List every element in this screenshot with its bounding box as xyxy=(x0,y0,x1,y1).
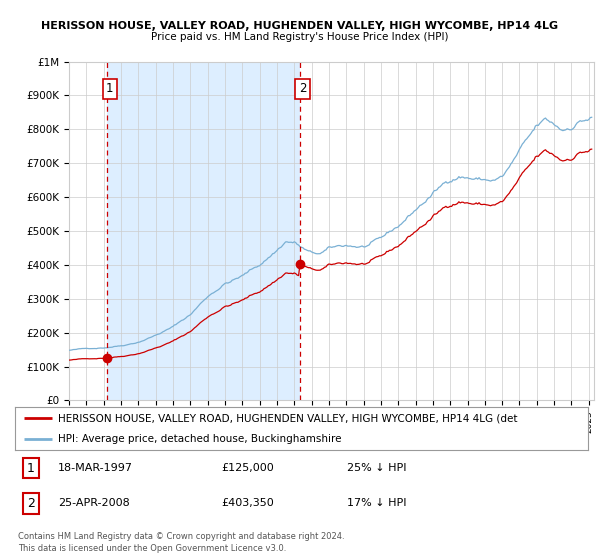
Text: 1: 1 xyxy=(106,82,113,95)
Text: 25% ↓ HPI: 25% ↓ HPI xyxy=(347,463,407,473)
Text: HPI: Average price, detached house, Buckinghamshire: HPI: Average price, detached house, Buck… xyxy=(58,434,341,444)
Text: 1: 1 xyxy=(27,461,35,475)
Bar xyxy=(107,62,300,400)
Text: 17% ↓ HPI: 17% ↓ HPI xyxy=(347,498,407,508)
Text: Contains HM Land Registry data © Crown copyright and database right 2024.: Contains HM Land Registry data © Crown c… xyxy=(18,532,344,541)
Text: 25-APR-2008: 25-APR-2008 xyxy=(58,498,130,508)
Text: £403,350: £403,350 xyxy=(221,498,274,508)
Text: 2: 2 xyxy=(27,497,35,510)
Text: 18-MAR-1997: 18-MAR-1997 xyxy=(58,463,133,473)
Text: HERISSON HOUSE, VALLEY ROAD, HUGHENDEN VALLEY, HIGH WYCOMBE, HP14 4LG (det: HERISSON HOUSE, VALLEY ROAD, HUGHENDEN V… xyxy=(58,413,517,423)
Text: 2: 2 xyxy=(299,82,306,95)
Text: This data is licensed under the Open Government Licence v3.0.: This data is licensed under the Open Gov… xyxy=(18,544,286,553)
Text: HERISSON HOUSE, VALLEY ROAD, HUGHENDEN VALLEY, HIGH WYCOMBE, HP14 4LG: HERISSON HOUSE, VALLEY ROAD, HUGHENDEN V… xyxy=(41,21,559,31)
Text: £125,000: £125,000 xyxy=(221,463,274,473)
Text: Price paid vs. HM Land Registry's House Price Index (HPI): Price paid vs. HM Land Registry's House … xyxy=(151,32,449,43)
